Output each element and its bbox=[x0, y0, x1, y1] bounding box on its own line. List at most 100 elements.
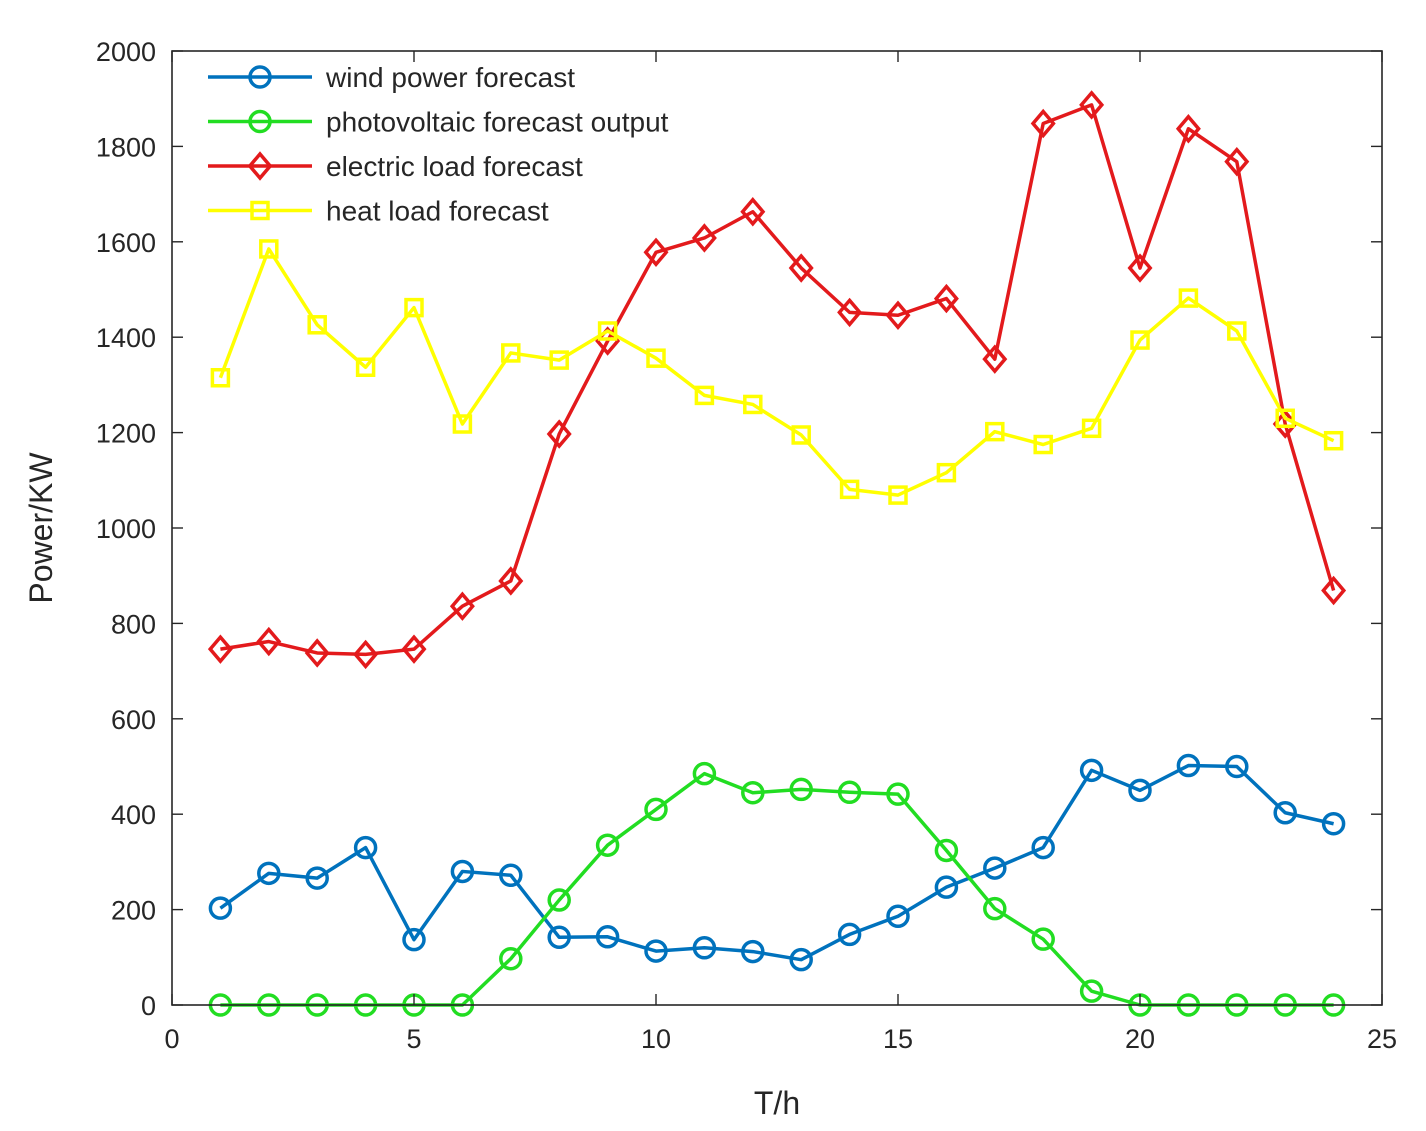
data-point bbox=[1275, 408, 1295, 429]
data-point bbox=[983, 856, 1007, 880]
data-point bbox=[305, 866, 329, 890]
data-point bbox=[256, 626, 282, 657]
data-point bbox=[694, 385, 715, 406]
data-point bbox=[597, 321, 618, 341]
data-point bbox=[499, 863, 523, 888]
data-point bbox=[740, 197, 766, 227]
data-point bbox=[644, 939, 668, 963]
data-point bbox=[692, 761, 717, 786]
y-axis-label: Power/KW bbox=[23, 452, 59, 604]
legend-marker bbox=[250, 200, 270, 221]
data-point bbox=[1128, 778, 1152, 803]
data-point bbox=[546, 419, 572, 449]
data-point bbox=[1033, 434, 1053, 455]
data-point bbox=[1031, 835, 1055, 860]
y-tick-label: 200 bbox=[111, 896, 156, 926]
series-line bbox=[220, 103, 1336, 657]
legend-label: wind power forecast bbox=[325, 62, 575, 93]
y-tick-label: 1800 bbox=[96, 132, 156, 162]
legend: wind power forecast photovoltaic forecast… bbox=[208, 62, 669, 227]
data-point bbox=[1079, 758, 1104, 783]
data-point bbox=[402, 927, 426, 952]
y-tick-label: 600 bbox=[111, 705, 156, 735]
legend-label: electric load forecast bbox=[326, 151, 583, 182]
data-point bbox=[692, 936, 717, 960]
x-tick-label: 25 bbox=[1367, 1024, 1397, 1054]
data-point bbox=[450, 859, 475, 884]
data-point bbox=[404, 297, 424, 318]
data-point bbox=[644, 797, 668, 822]
data-point bbox=[643, 237, 669, 267]
series-line bbox=[219, 763, 1334, 962]
data-point bbox=[401, 634, 427, 664]
data-point bbox=[1030, 108, 1056, 139]
data-point bbox=[985, 421, 1005, 442]
data-point bbox=[934, 875, 959, 899]
data-point bbox=[1321, 575, 1347, 606]
x-tick-label: 0 bbox=[164, 1024, 179, 1054]
data-point bbox=[839, 479, 860, 500]
data-point bbox=[1225, 754, 1249, 779]
y-tick-label: 1000 bbox=[96, 514, 156, 544]
data-point bbox=[743, 394, 763, 415]
data-point bbox=[934, 838, 959, 863]
data-point bbox=[982, 344, 1008, 374]
data-point bbox=[595, 925, 620, 949]
data-point bbox=[259, 239, 279, 259]
series-photovoltaic-forecast-output bbox=[208, 761, 1346, 1017]
legend-item: heat load forecast bbox=[208, 196, 549, 227]
x-tick-label: 5 bbox=[406, 1024, 421, 1054]
y-tick-label: 1400 bbox=[96, 323, 156, 353]
data-point bbox=[936, 462, 957, 483]
series-heat-load-forecast bbox=[210, 239, 1344, 505]
y-tick-label: 800 bbox=[111, 609, 156, 639]
data-point bbox=[789, 777, 813, 802]
data-point bbox=[501, 343, 521, 363]
series-line bbox=[218, 247, 1335, 497]
data-point bbox=[210, 367, 231, 388]
legend-marker bbox=[248, 109, 272, 134]
data-point bbox=[837, 922, 862, 947]
data-point bbox=[257, 861, 281, 886]
data-point bbox=[1323, 430, 1344, 451]
legend-label: photovoltaic forecast output bbox=[326, 107, 669, 138]
data-point bbox=[1175, 114, 1201, 144]
data-point bbox=[886, 782, 910, 806]
data-point bbox=[1321, 811, 1346, 836]
data-point bbox=[595, 833, 620, 857]
x-tick-label: 20 bbox=[1125, 1024, 1155, 1054]
data-point bbox=[307, 315, 327, 335]
data-point bbox=[304, 638, 330, 668]
legend-item: wind power forecast bbox=[208, 62, 575, 93]
data-point bbox=[691, 223, 717, 253]
x-axis-label: T/h bbox=[754, 1085, 800, 1121]
data-point bbox=[1127, 253, 1153, 283]
legend-item: electric load forecast bbox=[208, 151, 583, 182]
legend-marker bbox=[248, 65, 272, 89]
data-point bbox=[207, 634, 233, 664]
data-point bbox=[1227, 321, 1247, 341]
y-tick-label: 1600 bbox=[96, 228, 156, 258]
legend-item: photovoltaic forecast output bbox=[208, 107, 669, 138]
chart-axes: 0 5 10 15 20 25 0 200 400 600 800 1000 1200 1400 1600 1… bbox=[96, 37, 1397, 1054]
data-point bbox=[449, 591, 475, 621]
data-point bbox=[791, 425, 811, 445]
data-point bbox=[1176, 753, 1201, 778]
data-point bbox=[646, 348, 666, 368]
data-point bbox=[983, 896, 1007, 921]
y-tick-label: 0 bbox=[141, 991, 156, 1021]
data-point bbox=[888, 485, 908, 505]
data-point bbox=[1178, 288, 1199, 308]
data-point bbox=[452, 414, 473, 434]
data-point bbox=[1130, 330, 1150, 350]
data-point bbox=[837, 297, 863, 328]
series-wind-power-forecast bbox=[208, 753, 1346, 972]
data-point bbox=[741, 939, 765, 964]
data-point bbox=[1079, 90, 1105, 120]
data-point bbox=[1081, 418, 1102, 439]
data-point bbox=[933, 283, 959, 314]
x-tick-label: 15 bbox=[883, 1024, 913, 1054]
data-point bbox=[741, 780, 765, 805]
data-point bbox=[1273, 801, 1297, 825]
